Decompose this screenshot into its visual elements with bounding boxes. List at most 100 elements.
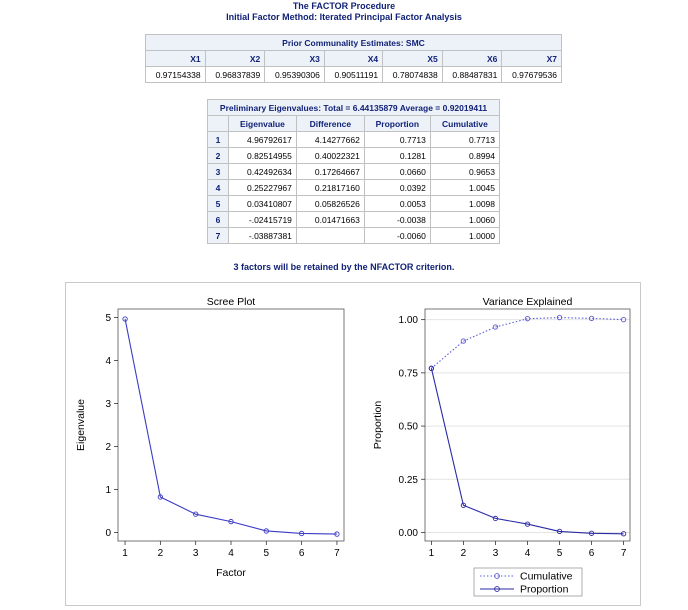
data-point xyxy=(228,518,234,525)
column-header: Difference xyxy=(295,115,365,132)
data-point xyxy=(193,511,199,517)
data-point xyxy=(556,314,563,321)
table-row: 3 0.42492634 0.17264667 0.0660 0.9653 xyxy=(207,163,501,180)
data-point xyxy=(556,528,563,535)
x-tick-label: 6 xyxy=(589,548,595,559)
x-tick-label: 4 xyxy=(228,548,234,559)
y-tick-label: 2 xyxy=(105,442,111,453)
prior-table-title: Prior Communality Estimates: SMC xyxy=(145,34,562,51)
prior-communality-table: Prior Communality Estimates: SMC X1 X2 X… xyxy=(145,34,562,83)
x-tick-label: 5 xyxy=(557,548,563,559)
x-tick-label: 7 xyxy=(621,548,627,559)
table-cell: 0.90511191 xyxy=(323,66,384,83)
table-row: 1 4.96792617 4.14277662 0.7713 0.7713 xyxy=(207,131,501,148)
table-row: 6 -.02415719 0.01471663 -0.0038 1.0060 xyxy=(207,211,501,228)
plots-panel: Scree Plot 0 1 2 3 4 5 1 2 3 4 5 6 7 Factor Eigenvalue V… xyxy=(65,282,641,606)
cumulative-series-line xyxy=(431,317,624,369)
plot-frame xyxy=(424,308,631,542)
x-tick-label: 1 xyxy=(429,548,435,559)
table-cell: 0.97679536 xyxy=(501,66,562,83)
row-header: 6 xyxy=(207,211,229,228)
table-cell xyxy=(295,227,365,244)
method-title: Initial Factor Method: Iterated Principa… xyxy=(226,12,462,22)
row-header: 2 xyxy=(207,147,229,164)
x-tick-label: 2 xyxy=(461,548,467,559)
row-header: 7 xyxy=(207,227,229,244)
y-axis-label: Proportion xyxy=(372,401,384,450)
row-header: 4 xyxy=(207,179,229,196)
table-row: 2 0.82514955 0.40022321 0.1281 0.8994 xyxy=(207,147,501,164)
data-point xyxy=(524,316,531,322)
y-tick-label: 5 xyxy=(105,313,111,324)
table-cell: 0.82514955 xyxy=(228,147,297,164)
procedure-title: The FACTOR Procedure xyxy=(292,1,396,11)
eigen-header-row: Eigenvalue Difference Proportion Cumulat… xyxy=(207,115,501,132)
table-cell: 1.0045 xyxy=(429,179,501,196)
data-point xyxy=(298,530,305,537)
y-tick-label: 0.50 xyxy=(399,422,419,433)
legend-swatch-marker xyxy=(494,573,500,579)
prior-header-row: X1 X2 X3 X4 X5 X6 X7 xyxy=(145,50,562,67)
table-row: 5 0.03410807 0.05826526 0.0053 1.0098 xyxy=(207,195,501,212)
table-cell: 0.21817160 xyxy=(295,179,365,196)
y-tick-label: 4 xyxy=(105,356,111,367)
plot-frame xyxy=(117,308,345,542)
retention-note: 3 factors will be retained by the NFACTO… xyxy=(233,262,455,272)
proportion-series-line xyxy=(430,368,624,535)
table-cell: 4.14277662 xyxy=(295,131,365,148)
x-tick-label: 7 xyxy=(334,548,340,559)
data-point xyxy=(122,316,128,322)
table-cell: 0.05826526 xyxy=(295,195,365,212)
eigenvalues-table: Preliminary Eigenvalues: Total = 6.44135… xyxy=(207,99,501,244)
data-point xyxy=(460,502,467,508)
x-tick-label: 5 xyxy=(264,548,270,559)
legend-box xyxy=(473,567,583,597)
y-tick-label: 3 xyxy=(105,399,111,410)
data-point xyxy=(588,530,595,536)
table-cell: 0.97154338 xyxy=(145,66,206,83)
table-cell: 0.7713 xyxy=(363,131,431,148)
column-header: X5 xyxy=(382,50,443,67)
column-header: X4 xyxy=(323,50,384,67)
y-tick-label: 0.25 xyxy=(399,475,419,486)
column-header: X6 xyxy=(441,50,503,67)
table-cell: 0.42492634 xyxy=(228,163,297,180)
column-header: X7 xyxy=(501,50,562,67)
x-tick-label: 2 xyxy=(158,548,164,559)
data-point xyxy=(334,531,340,537)
table-cell: 0.25227967 xyxy=(228,179,297,196)
table-cell: 0.9653 xyxy=(429,163,501,180)
data-point xyxy=(620,316,627,323)
table-cell: 0.0053 xyxy=(363,195,431,212)
y-axis-label: Eigenvalue xyxy=(75,399,87,451)
column-header: Eigenvalue xyxy=(228,115,297,132)
table-cell: -.02415719 xyxy=(228,211,297,228)
table-cell: -0.0060 xyxy=(363,227,431,244)
table-cell: 0.01471663 xyxy=(295,211,365,228)
table-cell: -0.0038 xyxy=(363,211,431,228)
table-cell: 0.03410807 xyxy=(228,195,297,212)
plot-title: Scree Plot xyxy=(207,296,256,308)
data-point xyxy=(428,365,435,371)
table-cell: 0.40022321 xyxy=(295,147,365,164)
data-point xyxy=(492,515,499,522)
table-cell: 0.88487831 xyxy=(441,66,503,83)
prior-values-row: 0.97154338 0.96837839 0.95390306 0.90511… xyxy=(145,66,562,83)
table-row: 7 -.03887381 -0.0060 1.0000 xyxy=(207,227,501,244)
legend-label: Cumulative xyxy=(520,571,573,583)
column-header: Cumulative xyxy=(429,115,501,132)
data-point xyxy=(263,528,269,534)
column-header: Proportion xyxy=(363,115,431,132)
y-tick-label: 1 xyxy=(105,485,111,496)
data-point xyxy=(588,315,595,322)
data-point xyxy=(524,521,531,527)
table-cell: 0.0660 xyxy=(363,163,431,180)
x-tick-label: 6 xyxy=(299,548,305,559)
x-tick-label: 3 xyxy=(193,548,199,559)
data-point xyxy=(157,494,164,500)
data-point xyxy=(620,531,627,537)
table-cell: 0.96837839 xyxy=(204,66,266,83)
